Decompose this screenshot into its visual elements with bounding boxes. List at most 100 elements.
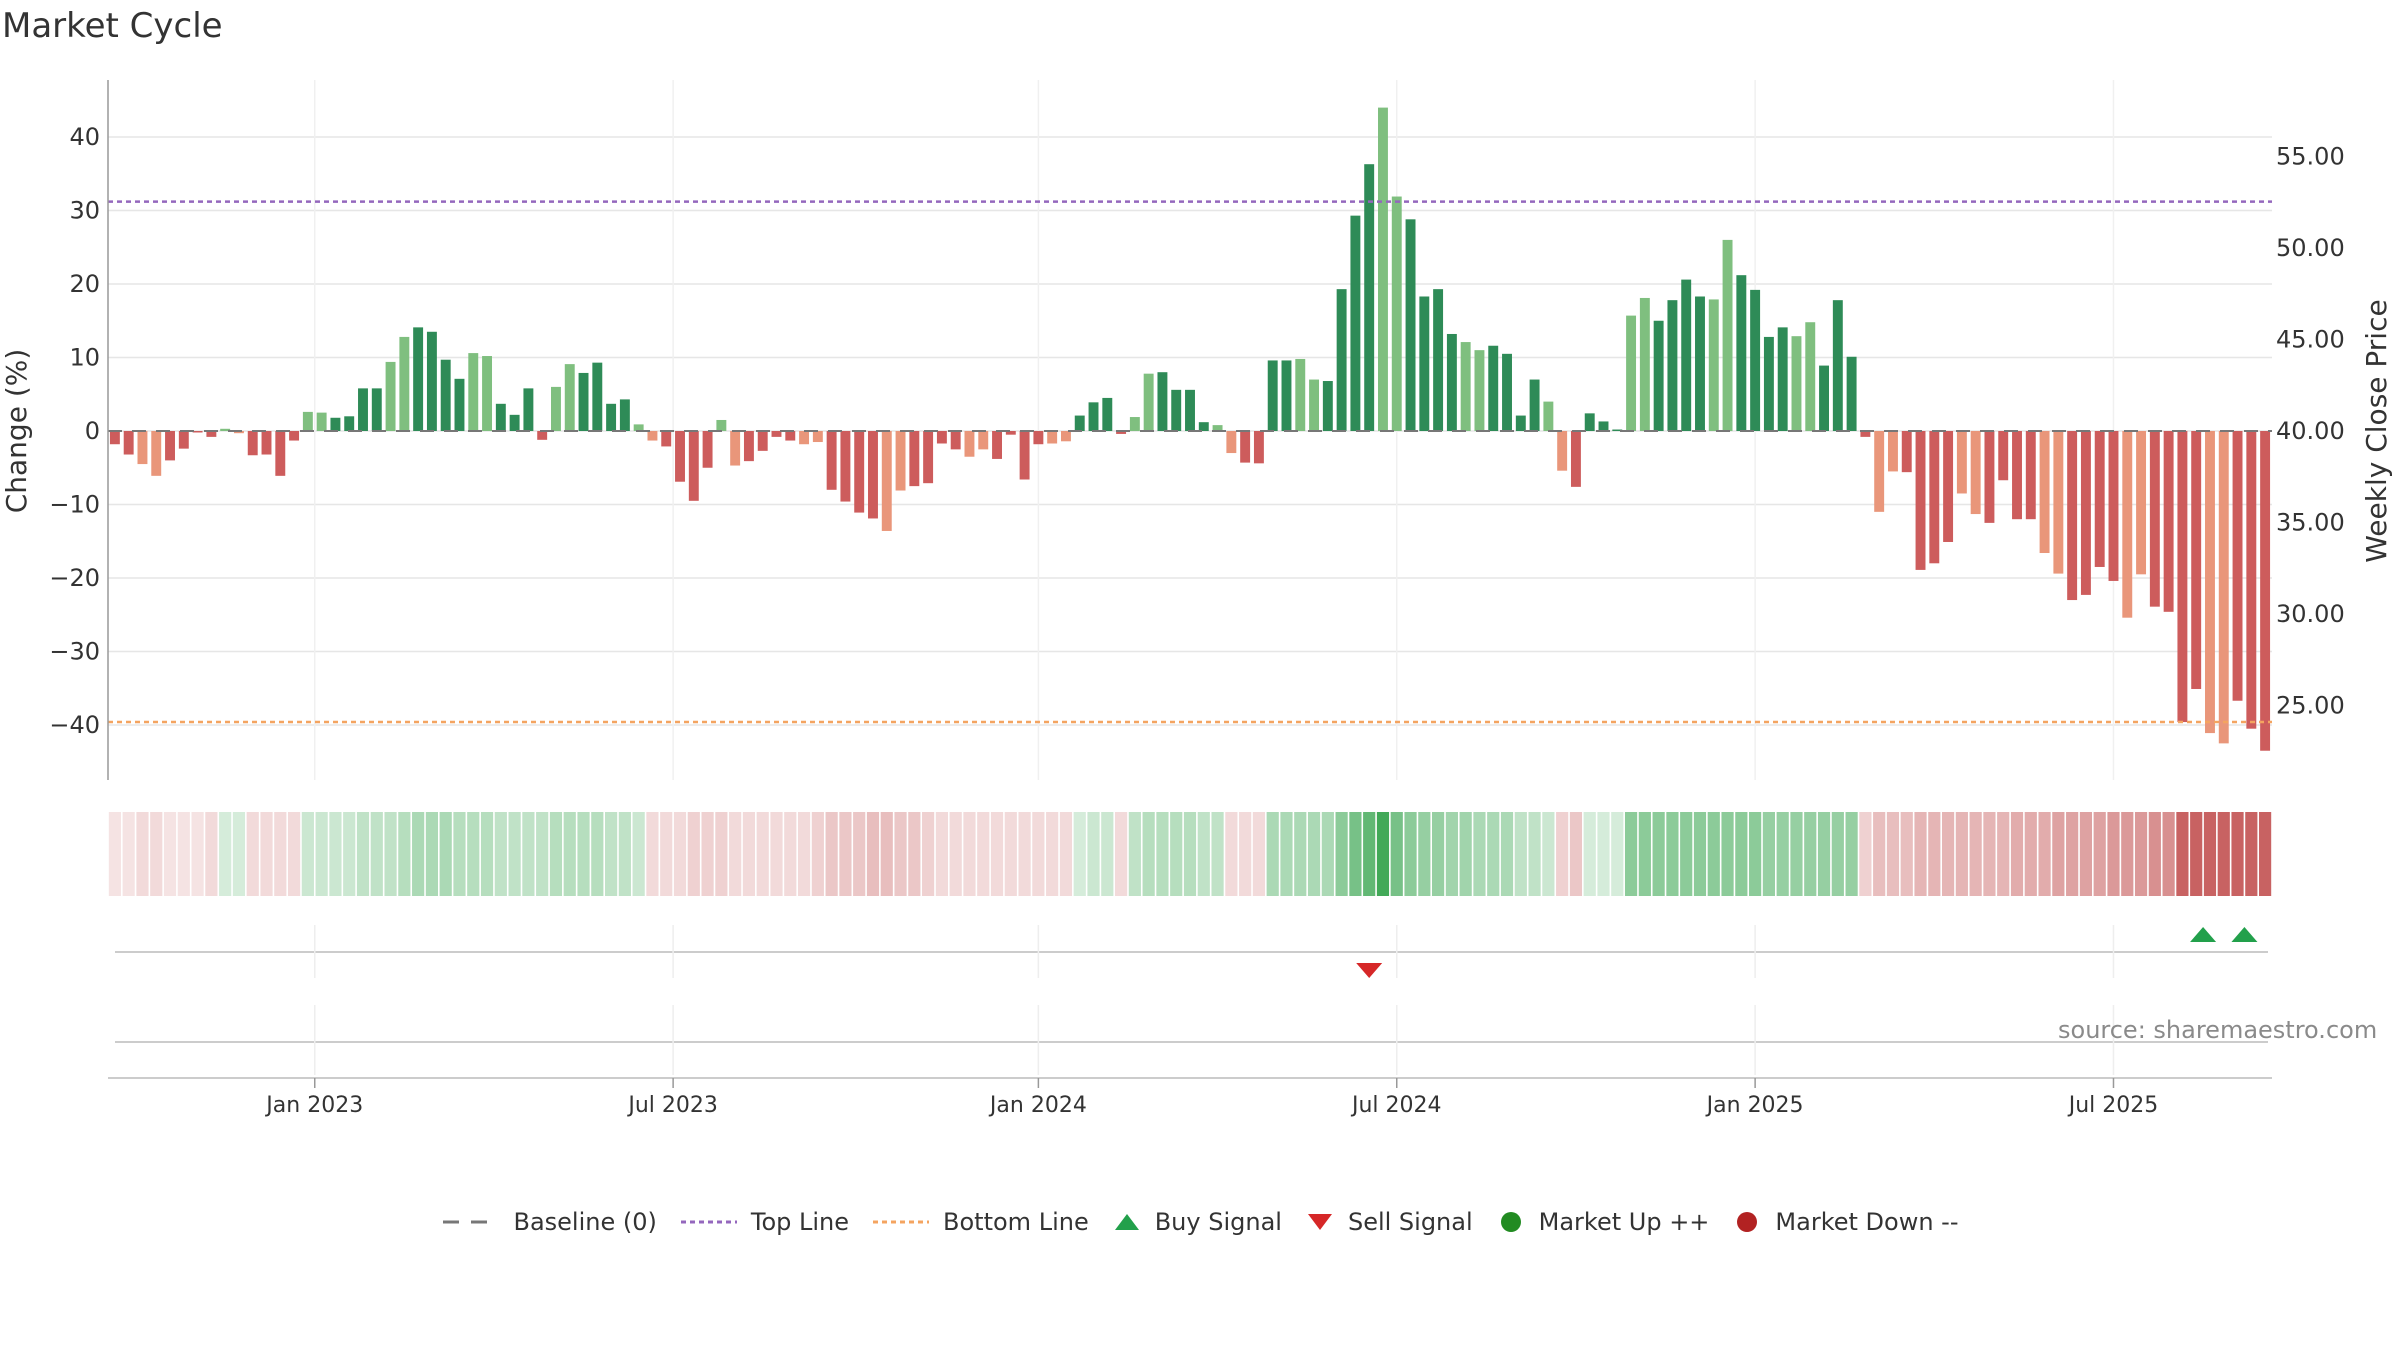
heat-cell [398, 812, 411, 896]
bar [1309, 379, 1320, 431]
heat-cell [908, 812, 921, 896]
heat-cell [577, 812, 590, 896]
heat-cell [108, 812, 121, 896]
bar [2080, 431, 2091, 595]
buy-signal-marker [2231, 927, 2258, 942]
heat-cell [2245, 812, 2258, 896]
bar [1364, 164, 1375, 431]
heat-cell [784, 812, 797, 896]
bar [1874, 431, 1885, 512]
bar [964, 431, 975, 457]
bar [1198, 422, 1209, 431]
heat-cell [2162, 812, 2175, 896]
bar [2122, 431, 2133, 618]
bar [413, 327, 424, 431]
heat-cell [1445, 812, 1458, 896]
bar [1832, 300, 1843, 431]
heat-cell [1735, 812, 1748, 896]
heat-cell [1307, 812, 1321, 896]
bar [1253, 431, 1264, 464]
heat-cell [1390, 812, 1403, 896]
bar [895, 431, 906, 491]
heat-cell [384, 812, 397, 896]
bar [247, 431, 258, 456]
heat-cell [1900, 812, 1913, 896]
axes: 40 30 20 10 0 −10 −20 −30 −40 55.00 50.00 45.00 40.0… [0, 80, 2393, 780]
heat-cell [1749, 812, 1762, 896]
bar [123, 431, 134, 455]
heat-cell [1142, 812, 1155, 896]
bar [275, 431, 286, 476]
bar [261, 431, 272, 455]
heat-cell [1624, 812, 1638, 896]
bar [371, 388, 382, 431]
legend-item-buy[interactable]: Buy Signal [1111, 1208, 1282, 1236]
heat-cell [1335, 812, 1348, 896]
heat-cell [2231, 812, 2244, 896]
bar [1116, 431, 1127, 434]
bar [1281, 360, 1292, 431]
bar [440, 359, 451, 431]
legend-item-mup[interactable]: Market Up ++ [1495, 1208, 1710, 1236]
bar [716, 419, 727, 431]
legend-label-bottom: Bottom Line [943, 1208, 1089, 1236]
bar [151, 431, 162, 476]
heat-cell [1941, 812, 1955, 896]
bar [1791, 336, 1802, 431]
bar [2246, 431, 2257, 729]
heat-cell [370, 812, 383, 896]
bar [854, 431, 865, 513]
bar [1736, 275, 1747, 431]
heat-cell [1073, 812, 1086, 896]
x-tick-label: Jul 2024 [1350, 1093, 1442, 1118]
heat-cell [1556, 812, 1569, 896]
bar [358, 388, 368, 431]
bar [1460, 342, 1471, 431]
heat-cell [150, 812, 163, 896]
bar [1708, 299, 1719, 431]
heat-cell [1583, 812, 1596, 896]
legend-symbol-bottom [873, 1220, 930, 1224]
x-axis: Jan 2023 Jul 2023 Jan 2024 Jul 2024 Jan 2025… [108, 1077, 2272, 1118]
bar [1336, 289, 1347, 431]
heat-cell [1914, 812, 1927, 896]
bar [2053, 431, 2064, 574]
bar [2163, 431, 2174, 612]
bar [1446, 333, 1457, 431]
legend-label-sell: Sell Signal [1347, 1208, 1473, 1236]
bar [1667, 300, 1678, 431]
bar [1846, 356, 1857, 431]
legend-symbol-mdown [1737, 1212, 1758, 1232]
legend-item-mdown[interactable]: Market Down -- [1731, 1208, 1959, 1236]
legend-label-mup: Market Up ++ [1538, 1208, 1710, 1236]
heat-cell [1280, 812, 1293, 896]
bar [2094, 431, 2105, 567]
bar [344, 416, 355, 431]
legend-item-bottom[interactable]: Bottom Line [871, 1208, 1089, 1236]
reference-lines [108, 200, 2272, 724]
bar [881, 431, 892, 531]
chart-title: Market Cycle [2, 6, 223, 46]
bar-series [109, 107, 2271, 751]
legend-item-sell[interactable]: Sell Signal [1304, 1208, 1473, 1236]
bar [316, 412, 327, 431]
heat-cell [2038, 812, 2051, 896]
heat-cell [1873, 812, 1886, 896]
heat-cell [1886, 812, 1900, 896]
legend-item-top[interactable]: Top Line [679, 1208, 849, 1236]
bar [1212, 425, 1223, 431]
heat-cell [1707, 812, 1720, 896]
heat-cell [1487, 812, 1500, 896]
heat-cell [177, 812, 190, 896]
legend-item-baseline[interactable]: Baseline (0) [441, 1208, 657, 1236]
sell-signal-marker [1356, 963, 1383, 978]
bar [206, 431, 217, 437]
heat-cell [343, 812, 356, 896]
heat-cell [963, 812, 976, 896]
bar [2149, 431, 2160, 607]
bar [1019, 431, 1030, 480]
bar [1681, 279, 1692, 431]
bar [1929, 431, 1940, 564]
heat-cell [425, 812, 439, 896]
bar [619, 399, 630, 431]
